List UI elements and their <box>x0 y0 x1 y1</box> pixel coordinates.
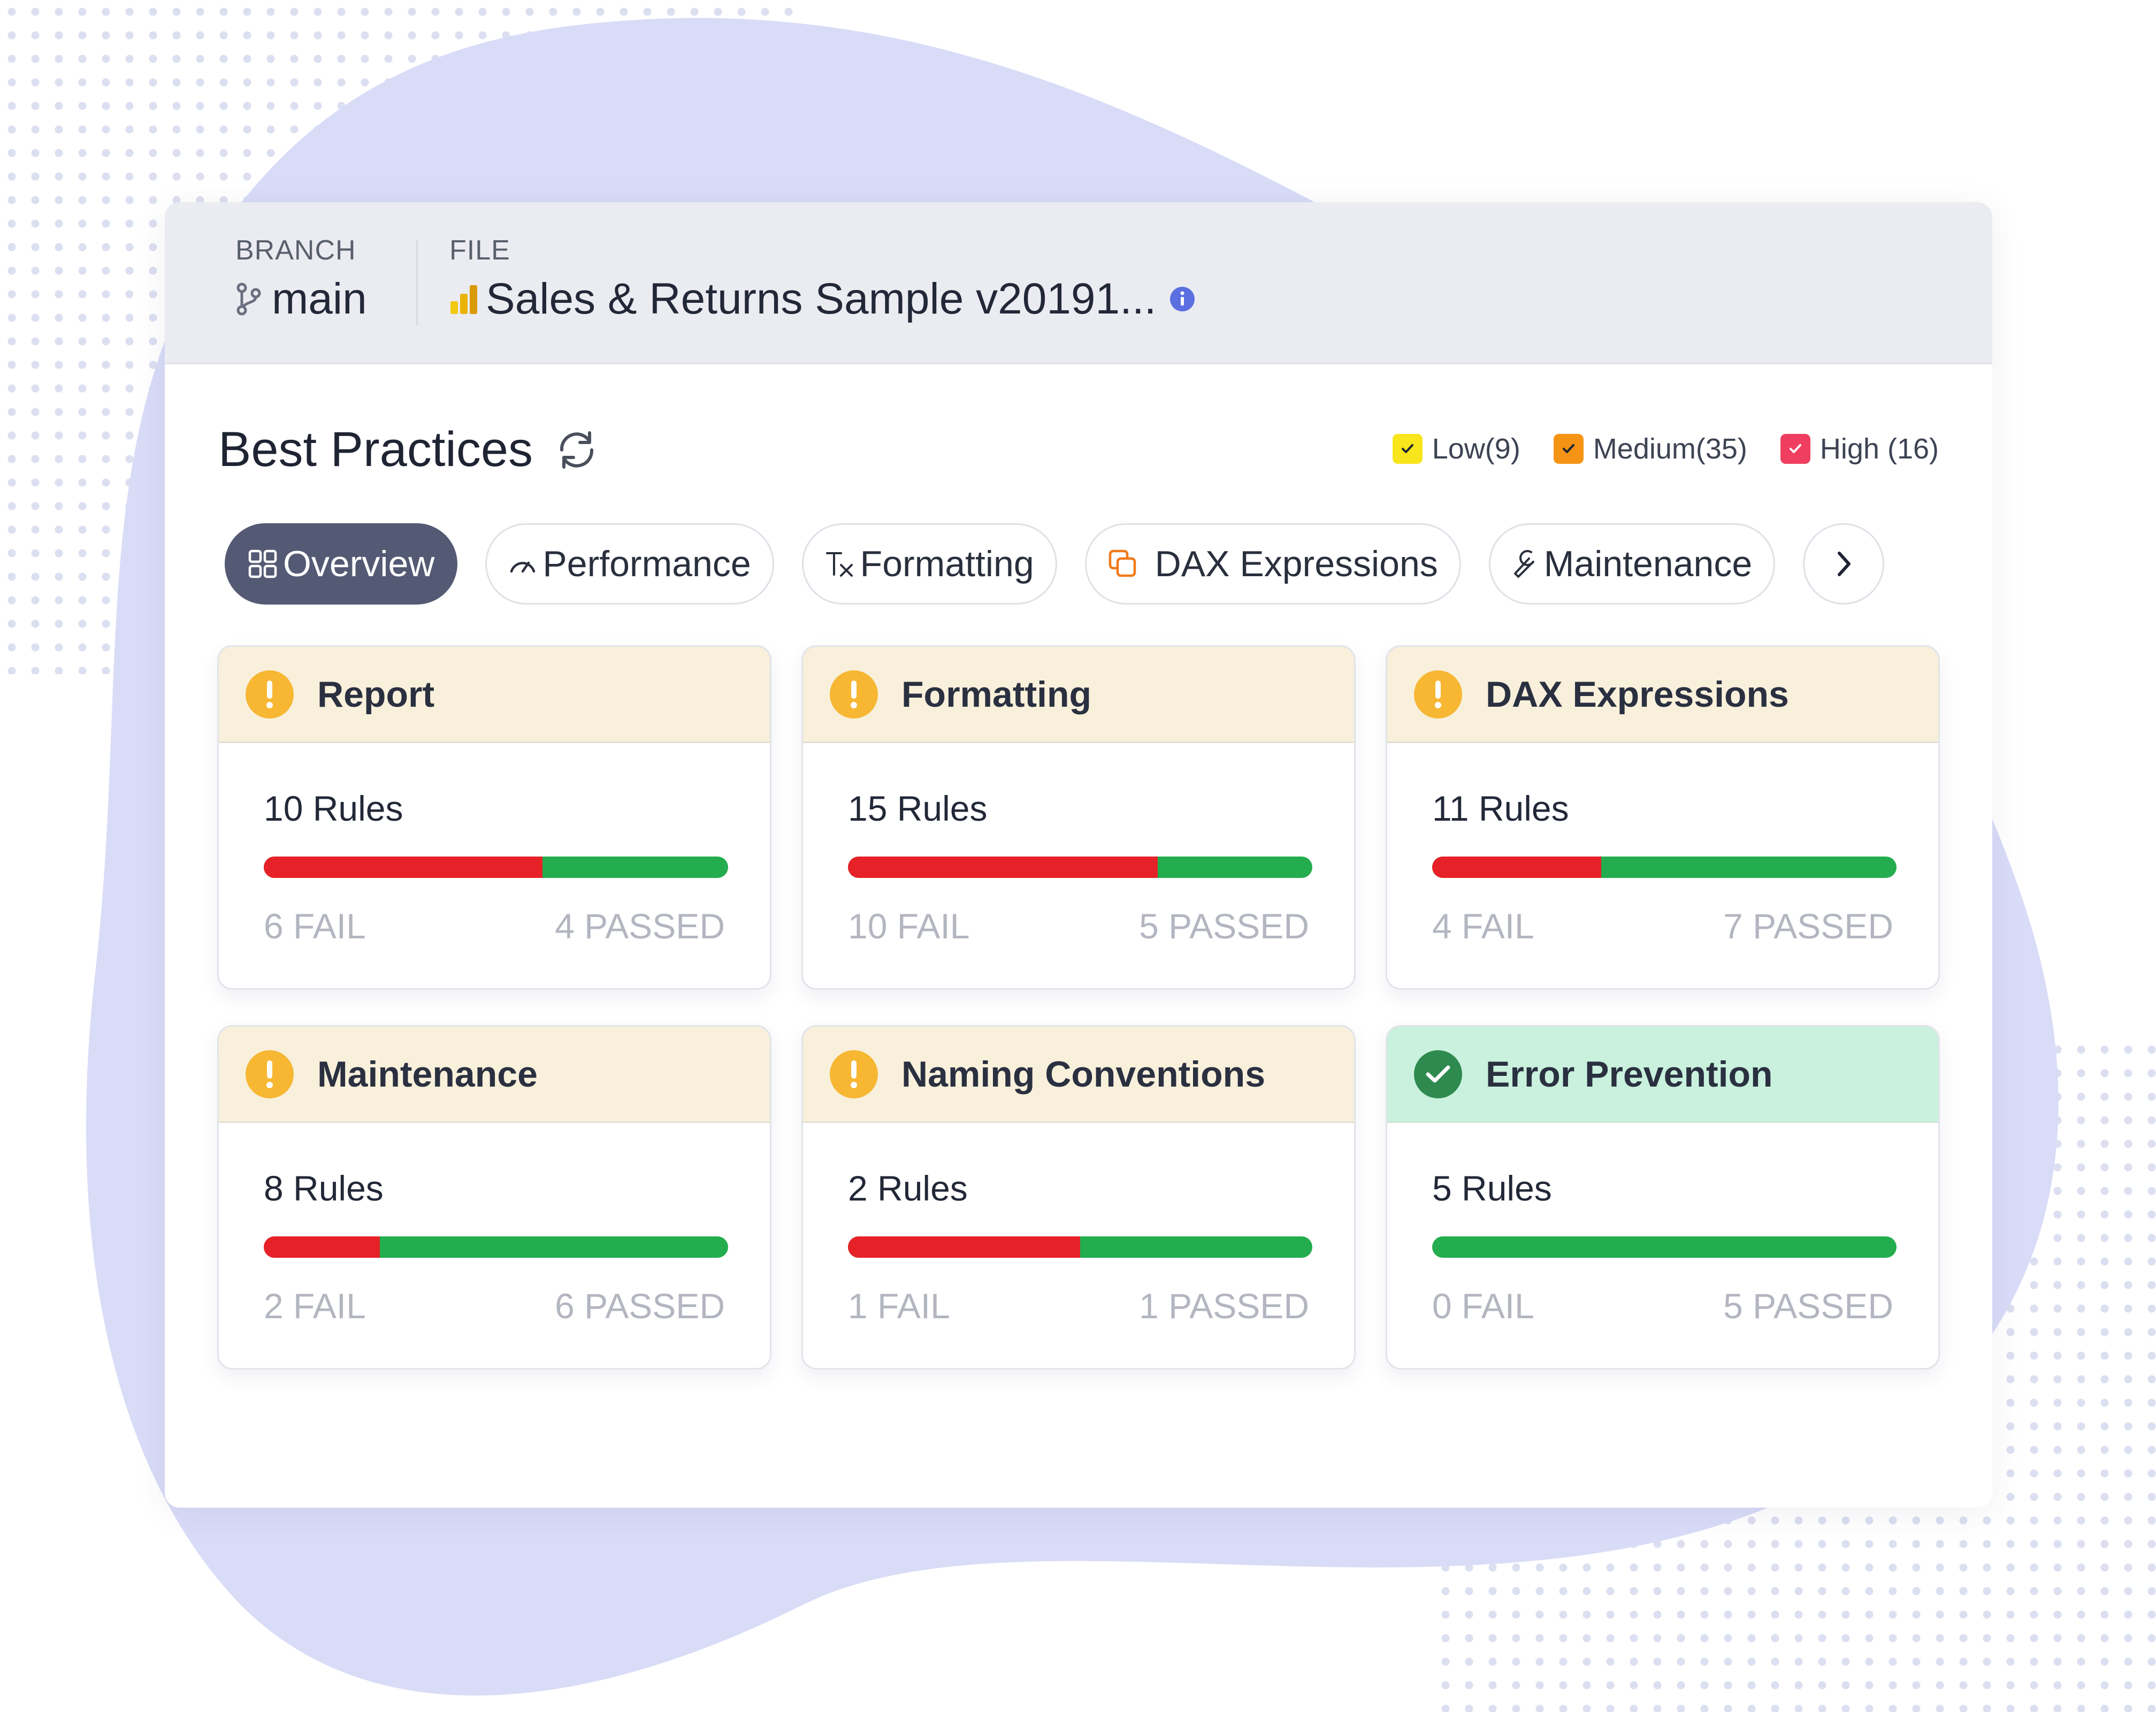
branch-name[interactable]: main <box>272 274 367 323</box>
card-title: DAX Expressions <box>1486 674 1789 715</box>
card-header: DAX Expressions <box>1387 647 1938 743</box>
file-label: FILE <box>449 235 510 266</box>
checkbox-check-icon[interactable] <box>1553 434 1584 464</box>
passed-count: 7 PASSED <box>1723 906 1893 946</box>
tab-performance[interactable]: Performance <box>485 523 774 605</box>
tab-label: Maintenance <box>1543 544 1753 584</box>
card-report[interactable]: Report 10 Rules 6 FAIL 4 PASSED <box>217 645 771 990</box>
refresh-icon[interactable] <box>554 427 599 472</box>
card-title: Maintenance <box>317 1053 538 1095</box>
legend-high[interactable]: High (16) <box>1780 432 1939 465</box>
clear-format-icon <box>825 549 855 579</box>
category-tabs: Overview Performance Formatting <box>225 523 1885 605</box>
card-maintenance[interactable]: Maintenance 8 Rules 2 FAIL 6 PASSED <box>217 1025 771 1370</box>
rules-count: 8 Rules <box>264 1168 384 1208</box>
grid-icon <box>248 549 278 579</box>
best-practices-panel: BRANCH main FILE <box>165 202 1992 1508</box>
tab-label: DAX Expressions <box>1155 544 1438 584</box>
checkbox-check-icon[interactable] <box>1392 434 1423 464</box>
tab-label: Overview <box>283 544 435 584</box>
legend-low[interactable]: Low(9) <box>1392 432 1520 465</box>
pass-fail-bar <box>264 1236 728 1258</box>
card-header: Formatting <box>803 647 1354 743</box>
card-title: Error Prevention <box>1486 1053 1773 1095</box>
pass-fail-bar <box>848 857 1312 878</box>
fail-count: 6 FAIL <box>264 906 366 946</box>
rules-count: 5 Rules <box>1432 1168 1552 1208</box>
pass-fail-bar <box>848 1236 1312 1258</box>
pass-fail-bar <box>264 857 728 878</box>
page-title: Best Practices <box>218 422 533 477</box>
rules-count: 11 Rules <box>1432 789 1569 828</box>
wrench-icon <box>1512 549 1539 579</box>
card-header: Error Prevention <box>1387 1027 1938 1123</box>
card-header: Report <box>219 647 770 743</box>
rules-count: 15 Rules <box>848 789 988 828</box>
card-header: Maintenance <box>219 1027 770 1123</box>
warning-icon <box>830 1050 878 1098</box>
fail-count: 0 FAIL <box>1432 1286 1534 1326</box>
card-naming-conventions[interactable]: Naming Conventions 2 Rules 1 FAIL 1 PASS… <box>801 1025 1356 1370</box>
pass-fail-bar <box>1432 857 1897 878</box>
legend-medium[interactable]: Medium(35) <box>1553 432 1747 465</box>
tab-label: Performance <box>542 544 751 584</box>
tab-label: Formatting <box>860 544 1034 584</box>
card-title: Report <box>317 674 435 715</box>
card-header: Naming Conventions <box>803 1027 1354 1123</box>
card-formatting[interactable]: Formatting 15 Rules 10 FAIL 5 PASSED <box>801 645 1356 990</box>
legend-label: Medium(35) <box>1593 433 1747 465</box>
checkbox-check-icon[interactable] <box>1780 434 1810 464</box>
speedometer-icon <box>508 553 537 575</box>
fail-segment <box>1432 857 1601 878</box>
tab-formatting[interactable]: Formatting <box>801 523 1057 605</box>
passed-count: 6 PASSED <box>555 1286 725 1326</box>
tabs-next-button[interactable] <box>1803 523 1885 605</box>
header-divider <box>416 240 418 325</box>
pass-fail-bar <box>1432 1236 1897 1258</box>
card-dax-expressions[interactable]: DAX Expressions 11 Rules 4 FAIL 7 PASSED <box>1386 645 1940 990</box>
fail-segment <box>264 857 542 878</box>
passed-count: 5 PASSED <box>1723 1286 1893 1326</box>
legend-label: Low(9) <box>1432 433 1520 465</box>
fail-segment <box>264 1236 380 1258</box>
warning-icon <box>830 670 878 719</box>
card-error-prevention[interactable]: Error Prevention 5 Rules 0 FAIL 5 PASSED <box>1386 1025 1940 1370</box>
tab-maintenance[interactable]: Maintenance <box>1488 523 1776 605</box>
git-branch-icon <box>235 282 262 316</box>
passed-count: 1 PASSED <box>1139 1286 1309 1326</box>
info-icon[interactable] <box>1170 287 1195 311</box>
copy-icon <box>1108 549 1138 579</box>
rules-count: 2 Rules <box>848 1168 968 1208</box>
file-name[interactable]: Sales & Returns Sample v20191... <box>486 274 1157 323</box>
card-title: Naming Conventions <box>901 1053 1266 1095</box>
file-header: BRANCH main FILE <box>165 202 1992 364</box>
warning-icon <box>246 1050 294 1098</box>
check-circle-icon <box>1414 1050 1462 1098</box>
fail-count: 2 FAIL <box>264 1286 366 1326</box>
card-title: Formatting <box>901 674 1092 715</box>
warning-icon <box>1414 670 1462 719</box>
chevron-right-icon <box>1833 549 1854 579</box>
fail-count: 10 FAIL <box>848 906 970 946</box>
fail-count: 4 FAIL <box>1432 906 1534 946</box>
severity-legend: Low(9) Medium(35) High (16) <box>1359 432 1939 465</box>
passed-count: 5 PASSED <box>1139 906 1309 946</box>
tab-dax-expressions[interactable]: DAX Expressions <box>1084 523 1461 605</box>
fail-segment <box>848 1236 1080 1258</box>
section-header: Best Practices <box>218 422 599 478</box>
power-bi-icon <box>449 283 479 315</box>
fail-segment <box>848 857 1158 878</box>
branch-info: BRANCH main <box>235 234 367 324</box>
tab-overview[interactable]: Overview <box>225 523 458 605</box>
file-info: FILE Sales & Returns Sample v20191... <box>449 234 1195 324</box>
warning-icon <box>246 670 294 719</box>
fail-count: 1 FAIL <box>848 1286 950 1326</box>
passed-count: 4 PASSED <box>555 906 725 946</box>
legend-label: High (16) <box>1819 433 1939 465</box>
rules-count: 10 Rules <box>264 789 403 828</box>
branch-label: BRANCH <box>235 235 356 266</box>
